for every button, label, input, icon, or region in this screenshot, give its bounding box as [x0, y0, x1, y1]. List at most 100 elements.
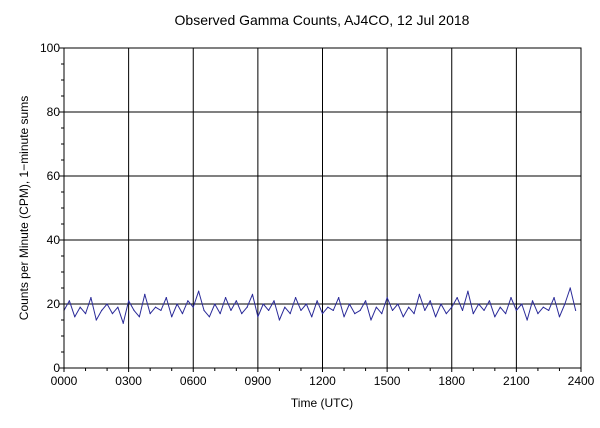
data-point — [257, 316, 259, 318]
data-point — [198, 290, 200, 292]
data-point — [505, 313, 507, 315]
data-point — [370, 319, 372, 321]
y-tick-label: 0 — [53, 361, 60, 375]
data-point — [364, 300, 367, 302]
data-point — [494, 316, 496, 318]
data-point — [294, 297, 297, 299]
data-point — [192, 306, 194, 308]
x-tick-label: 2100 — [503, 374, 530, 388]
data-point — [521, 303, 523, 305]
data-point — [171, 316, 173, 318]
data-point — [262, 303, 264, 305]
data-point — [483, 309, 485, 311]
data-point — [456, 297, 458, 299]
x-tick-label: 0600 — [180, 374, 207, 388]
data-point — [224, 297, 227, 299]
data-point — [273, 300, 275, 302]
data-point — [343, 316, 345, 318]
y-axis-label: Counts per Minute (CPM), 1−minute sums — [17, 96, 31, 320]
x-tick-label: 1500 — [374, 374, 401, 388]
data-point — [251, 293, 254, 295]
x-tick-label: 0000 — [51, 374, 78, 388]
data-point — [95, 319, 97, 321]
data-point — [424, 309, 426, 311]
data-point — [208, 316, 211, 318]
data-point — [440, 303, 442, 305]
data-point — [235, 300, 237, 302]
data-point — [289, 313, 291, 315]
y-tick-label: 100 — [40, 41, 60, 55]
y-tick-label: 80 — [47, 105, 61, 119]
data-point — [187, 300, 189, 302]
x-axis-label: Time (UTC) — [291, 396, 353, 410]
data-point — [553, 297, 555, 299]
data-point — [300, 309, 302, 311]
data-point — [391, 309, 394, 311]
data-point — [316, 300, 318, 302]
data-point — [467, 290, 469, 292]
data-point — [149, 313, 151, 315]
data-point — [117, 306, 119, 308]
y-tick-labels: 0 20 40 60 80 100 — [40, 41, 60, 375]
x-tick-label: 0300 — [115, 374, 142, 388]
data-point — [154, 306, 157, 308]
data-point — [111, 313, 114, 315]
data-point — [268, 309, 270, 311]
data-point — [106, 303, 108, 305]
data-point — [418, 293, 421, 295]
data-point — [531, 300, 534, 302]
x-tick-label: 0900 — [245, 374, 272, 388]
x-tick-label: 2400 — [568, 374, 595, 388]
series-line-0 — [63, 287, 577, 324]
data-point — [359, 309, 361, 311]
data-point — [429, 300, 431, 302]
data-point — [214, 303, 216, 305]
x-tick-label: 1800 — [438, 374, 465, 388]
x-tick-label: 1200 — [309, 374, 336, 388]
data-point — [451, 306, 453, 308]
tick-marks — [59, 47, 582, 372]
data-point — [445, 313, 447, 315]
data-point — [461, 309, 464, 311]
data-point — [558, 316, 561, 318]
data-point — [526, 319, 528, 321]
data-point — [181, 313, 184, 315]
data-point — [79, 306, 81, 308]
data-point — [413, 313, 415, 315]
data-point — [332, 309, 334, 311]
data-point — [160, 309, 162, 311]
data-point — [219, 313, 221, 315]
data-point — [203, 309, 205, 311]
data-point — [176, 303, 178, 305]
data-point — [478, 303, 480, 305]
data-point — [321, 313, 324, 315]
y-tick-label: 20 — [47, 297, 61, 311]
data-point — [230, 309, 232, 311]
data-point — [327, 306, 329, 308]
data-point — [305, 303, 307, 305]
data-point — [515, 309, 517, 311]
data-point — [548, 309, 550, 311]
data-point — [101, 309, 103, 311]
data-point — [284, 306, 286, 308]
data-point — [311, 316, 313, 318]
data-point — [84, 313, 87, 315]
data-point — [542, 306, 544, 308]
data-point — [278, 319, 281, 321]
data-point — [122, 322, 124, 324]
data-point — [90, 297, 92, 299]
data-point — [68, 300, 70, 302]
data-point — [338, 297, 340, 299]
data-point — [397, 303, 399, 305]
data-point — [381, 313, 383, 315]
data-point — [402, 316, 404, 318]
data-point — [348, 303, 351, 305]
data-point — [564, 303, 566, 305]
data-point — [569, 287, 571, 289]
data-point — [488, 300, 491, 302]
data-point — [144, 293, 146, 295]
data-point — [408, 306, 410, 308]
data-point — [434, 316, 437, 318]
chart-title: Observed Gamma Counts, AJ4CO, 12 Jul 201… — [175, 12, 470, 28]
